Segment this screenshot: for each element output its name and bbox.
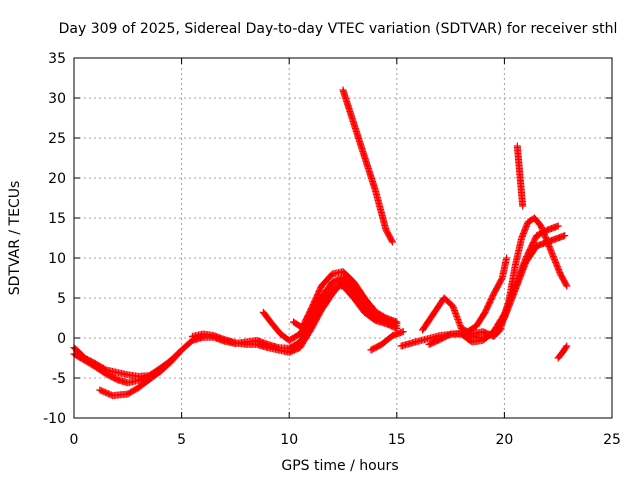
y-tick-label: 30 xyxy=(48,91,66,107)
data-point xyxy=(563,342,571,350)
x-tick-label: 15 xyxy=(388,432,406,448)
series-trace-14 xyxy=(513,142,527,210)
series-trace-3 xyxy=(96,346,186,400)
series-trace-9 xyxy=(367,302,392,328)
data-point xyxy=(399,328,407,336)
y-axis-label: SDTVAR / TECUs xyxy=(7,181,23,296)
data-point xyxy=(503,254,511,262)
data-point xyxy=(178,346,186,354)
y-tick-label: 0 xyxy=(57,331,66,347)
data-point xyxy=(383,319,391,327)
x-tick-label: 0 xyxy=(70,432,79,448)
series-trace-1 xyxy=(70,282,401,380)
data-point xyxy=(519,202,527,210)
plot-frame xyxy=(73,57,613,419)
x-tick-label: 5 xyxy=(177,432,186,448)
y-tick-label: 25 xyxy=(48,131,66,147)
data-point xyxy=(177,347,185,355)
data-point xyxy=(562,281,570,289)
y-tick-label: 20 xyxy=(48,171,66,187)
y-tick-label: 15 xyxy=(48,211,66,227)
series-trace-7 xyxy=(339,86,396,246)
series-trace-5 xyxy=(259,274,401,344)
y-tick-label: 5 xyxy=(57,291,66,307)
data-point xyxy=(393,318,401,326)
data-points xyxy=(70,86,571,400)
data-point xyxy=(562,343,570,351)
series-trace-12 xyxy=(425,222,562,348)
data-point xyxy=(554,222,562,230)
y-tick-label: 10 xyxy=(48,251,66,267)
data-point xyxy=(388,237,396,245)
grid-layer xyxy=(74,58,612,418)
y-tick-label: -10 xyxy=(43,411,66,427)
x-tick-label: 25 xyxy=(603,432,621,448)
x-tick-label: 10 xyxy=(280,432,298,448)
data-point xyxy=(384,320,392,328)
series-trace-8 xyxy=(367,328,407,354)
y-tick-label: -5 xyxy=(52,371,66,387)
x-tick-label: 20 xyxy=(495,432,513,448)
data-point xyxy=(561,232,569,240)
series-trace-15 xyxy=(554,342,571,362)
chart-title: Day 309 of 2025, Sidereal Day-to-day VTE… xyxy=(59,21,618,37)
x-axis-label: GPS time / hours xyxy=(281,458,398,474)
axis-ticks: 0 5 10 15 20 25 -10 -5 0 5 10 15 20 25 30 35 xyxy=(43,51,621,448)
data-point xyxy=(563,282,571,290)
series-trace-13 xyxy=(464,254,511,336)
data-point xyxy=(388,238,396,246)
y-tick-label: 35 xyxy=(48,51,66,67)
